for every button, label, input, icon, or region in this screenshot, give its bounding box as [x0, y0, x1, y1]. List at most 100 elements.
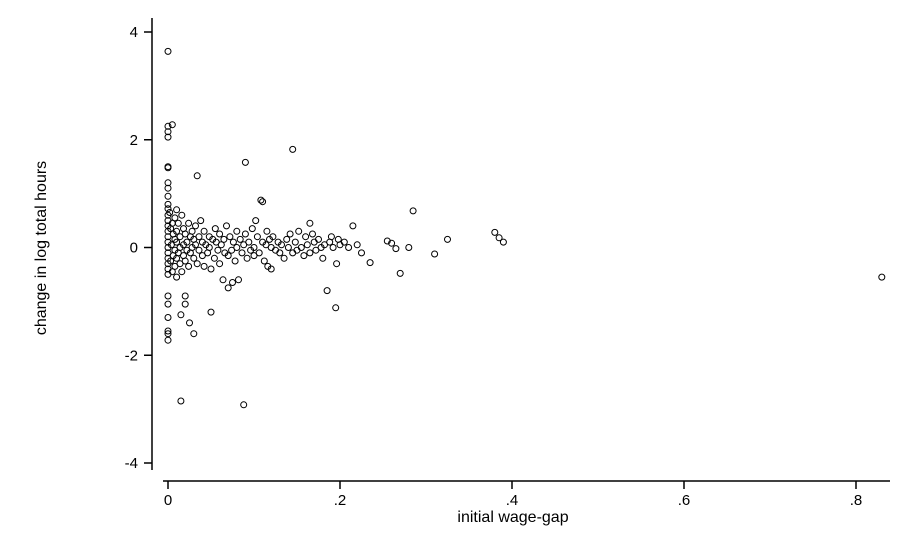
data-point — [250, 244, 258, 251]
data-point — [181, 292, 189, 300]
data-point — [197, 217, 205, 225]
data-point — [499, 238, 507, 246]
data-point — [217, 241, 225, 249]
data-point — [263, 227, 271, 235]
data-point — [878, 273, 886, 281]
data-point — [495, 234, 503, 242]
data-point — [302, 233, 310, 241]
data-point — [233, 244, 241, 251]
data-point — [243, 254, 251, 262]
data-point — [164, 184, 172, 192]
data-point — [216, 260, 224, 268]
data-point — [276, 249, 284, 257]
data-point — [164, 179, 172, 187]
data-point — [178, 268, 186, 276]
y-tick-label: 2 — [130, 132, 138, 149]
data-point — [181, 300, 189, 308]
data-point — [193, 172, 201, 180]
data-point — [253, 233, 261, 241]
data-point — [280, 254, 288, 262]
data-point — [220, 235, 228, 243]
data-point — [177, 397, 185, 405]
data-point — [164, 336, 172, 344]
data-point — [224, 284, 232, 292]
data-point — [174, 219, 182, 227]
data-point — [396, 269, 404, 277]
data-point — [164, 122, 172, 130]
data-point — [178, 211, 186, 219]
data-point — [329, 244, 337, 251]
data-point — [210, 254, 218, 262]
y-tick-label: 0 — [130, 240, 138, 257]
data-point — [235, 276, 242, 284]
data-point — [219, 276, 227, 284]
data-point — [207, 308, 215, 316]
data-point — [164, 327, 172, 335]
data-point — [164, 133, 172, 141]
data-point — [269, 233, 277, 241]
data-point — [431, 250, 439, 258]
data-point — [223, 222, 230, 230]
data-point — [409, 207, 417, 215]
data-point — [200, 227, 208, 235]
data-point — [388, 239, 396, 247]
data-point — [164, 128, 172, 136]
data-point — [306, 219, 314, 227]
data-point — [190, 254, 198, 262]
data-point — [188, 227, 196, 235]
data-point — [267, 265, 275, 273]
data-point — [164, 314, 172, 321]
x-tick-label: 0 — [164, 492, 172, 509]
data-point — [164, 192, 172, 200]
data-point — [226, 233, 234, 241]
data-point — [190, 330, 198, 338]
data-point — [211, 225, 219, 233]
data-point — [166, 209, 174, 216]
data-point — [233, 227, 241, 235]
data-point — [260, 257, 268, 265]
data-point — [229, 279, 236, 286]
x-tick-label: .4 — [506, 492, 519, 509]
data-point — [259, 198, 267, 206]
data-point — [164, 164, 172, 172]
data-point — [323, 287, 331, 295]
data-point — [241, 230, 249, 238]
data-point — [185, 262, 193, 270]
data-point — [241, 158, 249, 166]
data-point — [255, 249, 263, 257]
data-point — [164, 200, 172, 208]
data-point — [164, 205, 172, 213]
data-point — [286, 230, 294, 238]
data-point — [236, 235, 244, 243]
data-point — [248, 225, 256, 233]
data-point — [231, 257, 239, 265]
data-point — [306, 249, 314, 257]
data-point — [167, 257, 175, 265]
data-point — [340, 238, 348, 246]
y-axis-title: change in log total hours — [33, 161, 50, 335]
data-point — [491, 228, 499, 236]
data-point — [205, 244, 213, 251]
data-point — [216, 230, 224, 238]
data-point — [181, 257, 189, 265]
data-point — [185, 219, 193, 227]
data-point — [297, 244, 305, 251]
data-point — [171, 214, 179, 222]
data-point — [405, 244, 413, 251]
data-point — [353, 241, 361, 249]
data-point — [192, 222, 199, 230]
data-point — [195, 233, 203, 241]
x-tick-label: .2 — [334, 492, 347, 509]
data-point — [164, 47, 172, 55]
data-point — [240, 401, 248, 409]
data-point — [252, 217, 260, 225]
data-point — [214, 246, 222, 254]
data-point — [257, 196, 265, 204]
data-point — [192, 241, 199, 249]
plot-area: -4 -2 0 2 4 0 .2 .4 .6 .8 — [125, 18, 890, 509]
data-point — [207, 265, 215, 273]
data-point — [332, 304, 340, 312]
data-point — [173, 238, 181, 246]
data-point — [327, 233, 335, 241]
